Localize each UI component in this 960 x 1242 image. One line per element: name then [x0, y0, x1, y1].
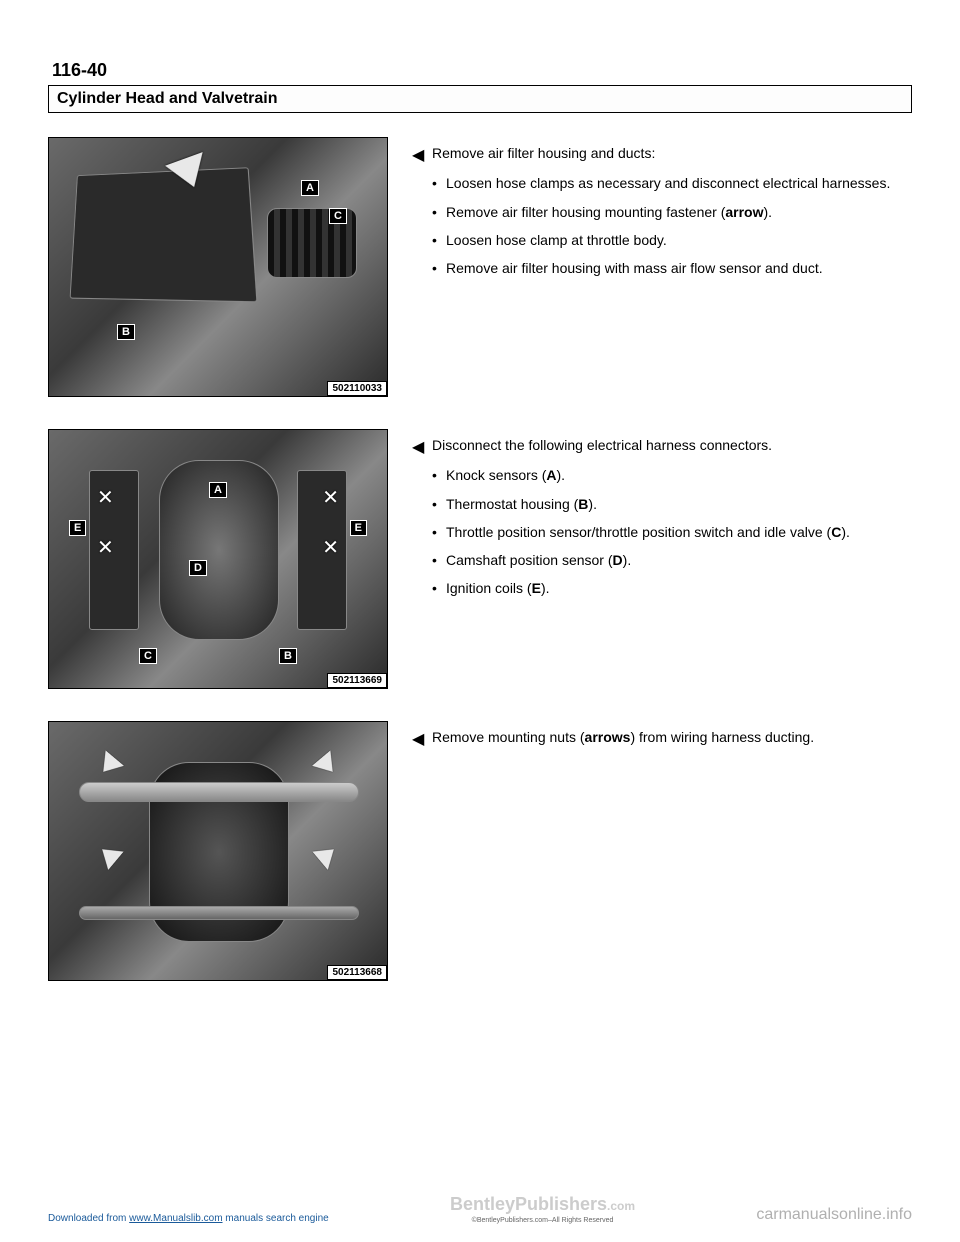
list-item: Thermostat housing (B).	[432, 494, 912, 514]
section-3: 502113668 ◀ Remove mounting nuts (arrows…	[48, 721, 912, 981]
section-1-lead: ◀ Remove air filter housing and ducts:	[412, 143, 912, 163]
triangle-left-icon: ◀	[412, 436, 424, 459]
fig2-label-b: B	[279, 648, 297, 664]
section-2-list: Knock sensors (A). Thermostat housing (B…	[412, 465, 912, 598]
list-item: Remove air filter housing with mass air …	[432, 258, 912, 278]
fig1-label-a: A	[301, 180, 319, 196]
fig2-label-d: D	[189, 560, 207, 576]
section-3-content: ◀ Remove mounting nuts (arrows) from wir…	[412, 721, 912, 757]
list-item: Throttle position sensor/throttle positi…	[432, 522, 912, 542]
list-item: Knock sensors (A).	[432, 465, 912, 485]
fig1-label-b: B	[117, 324, 135, 340]
footer-copyright: ©BentleyPublishers.com–All Rights Reserv…	[329, 1217, 757, 1224]
list-item: Loosen hose clamps as necessary and disc…	[432, 173, 912, 193]
section-1-list: Loosen hose clamps as necessary and disc…	[412, 173, 912, 278]
section-2: ✕ ✕ ✕ ✕ A D E E C B 502113669 ◀ Disconne…	[48, 429, 912, 689]
title-box: Cylinder Head and Valvetrain	[48, 85, 912, 113]
footer-com: .com	[607, 1199, 635, 1213]
footer-publisher: BentleyPublishers	[450, 1194, 607, 1214]
list-item: Ignition coils (E).	[432, 578, 912, 598]
page-footer: Downloaded from www.Manualslib.com manua…	[48, 1194, 912, 1224]
figure-2: ✕ ✕ ✕ ✕ A D E E C B 502113669	[48, 429, 388, 689]
list-item: Camshaft position sensor (D).	[432, 550, 912, 570]
footer-center: BentleyPublishers.com ©BentleyPublishers…	[329, 1194, 757, 1224]
fig1-label-c: C	[329, 208, 347, 224]
fig2-label-e-left: E	[69, 520, 86, 536]
fig2-label-a: A	[209, 482, 227, 498]
footer-left-pre: Downloaded from	[48, 1213, 129, 1224]
section-1: A C B 502110033 ◀ Remove air filter hous…	[48, 137, 912, 397]
figure-1: A C B 502110033	[48, 137, 388, 397]
fig2-label-e-right: E	[350, 520, 367, 536]
footer-link[interactable]: www.Manualslib.com	[129, 1213, 222, 1224]
lead-text-3: Remove mounting nuts (arrows) from wirin…	[432, 729, 814, 745]
page-title: Cylinder Head and Valvetrain	[57, 90, 278, 107]
list-item: Loosen hose clamp at throttle body.	[432, 230, 912, 250]
figure-3-id: 502113668	[327, 965, 387, 980]
section-2-content: ◀ Disconnect the following electrical ha…	[412, 429, 912, 607]
lead-text-2: Disconnect the following electrical harn…	[432, 437, 772, 453]
footer-right: carmanualsonline.info	[756, 1206, 912, 1224]
fig2-label-c: C	[139, 648, 157, 664]
footer-left: Downloaded from www.Manualslib.com manua…	[48, 1213, 329, 1224]
page-number: 116-40	[52, 60, 912, 81]
figure-1-id: 502110033	[327, 381, 387, 396]
lead-text-1: Remove air filter housing and ducts:	[432, 145, 655, 161]
footer-left-post: manuals search engine	[223, 1213, 329, 1224]
section-3-lead: ◀ Remove mounting nuts (arrows) from wir…	[412, 727, 912, 747]
triangle-left-icon: ◀	[412, 728, 424, 751]
figure-2-id: 502113669	[327, 673, 387, 688]
section-2-lead: ◀ Disconnect the following electrical ha…	[412, 435, 912, 455]
figure-3: 502113668	[48, 721, 388, 981]
triangle-left-icon: ◀	[412, 144, 424, 167]
list-item: Remove air filter housing mounting faste…	[432, 202, 912, 222]
section-1-content: ◀ Remove air filter housing and ducts: L…	[412, 137, 912, 286]
